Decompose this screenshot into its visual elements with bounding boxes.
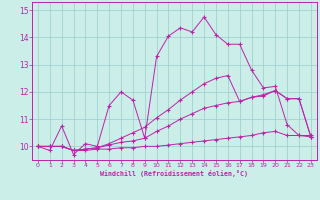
X-axis label: Windchill (Refroidissement éolien,°C): Windchill (Refroidissement éolien,°C) <box>100 170 248 177</box>
